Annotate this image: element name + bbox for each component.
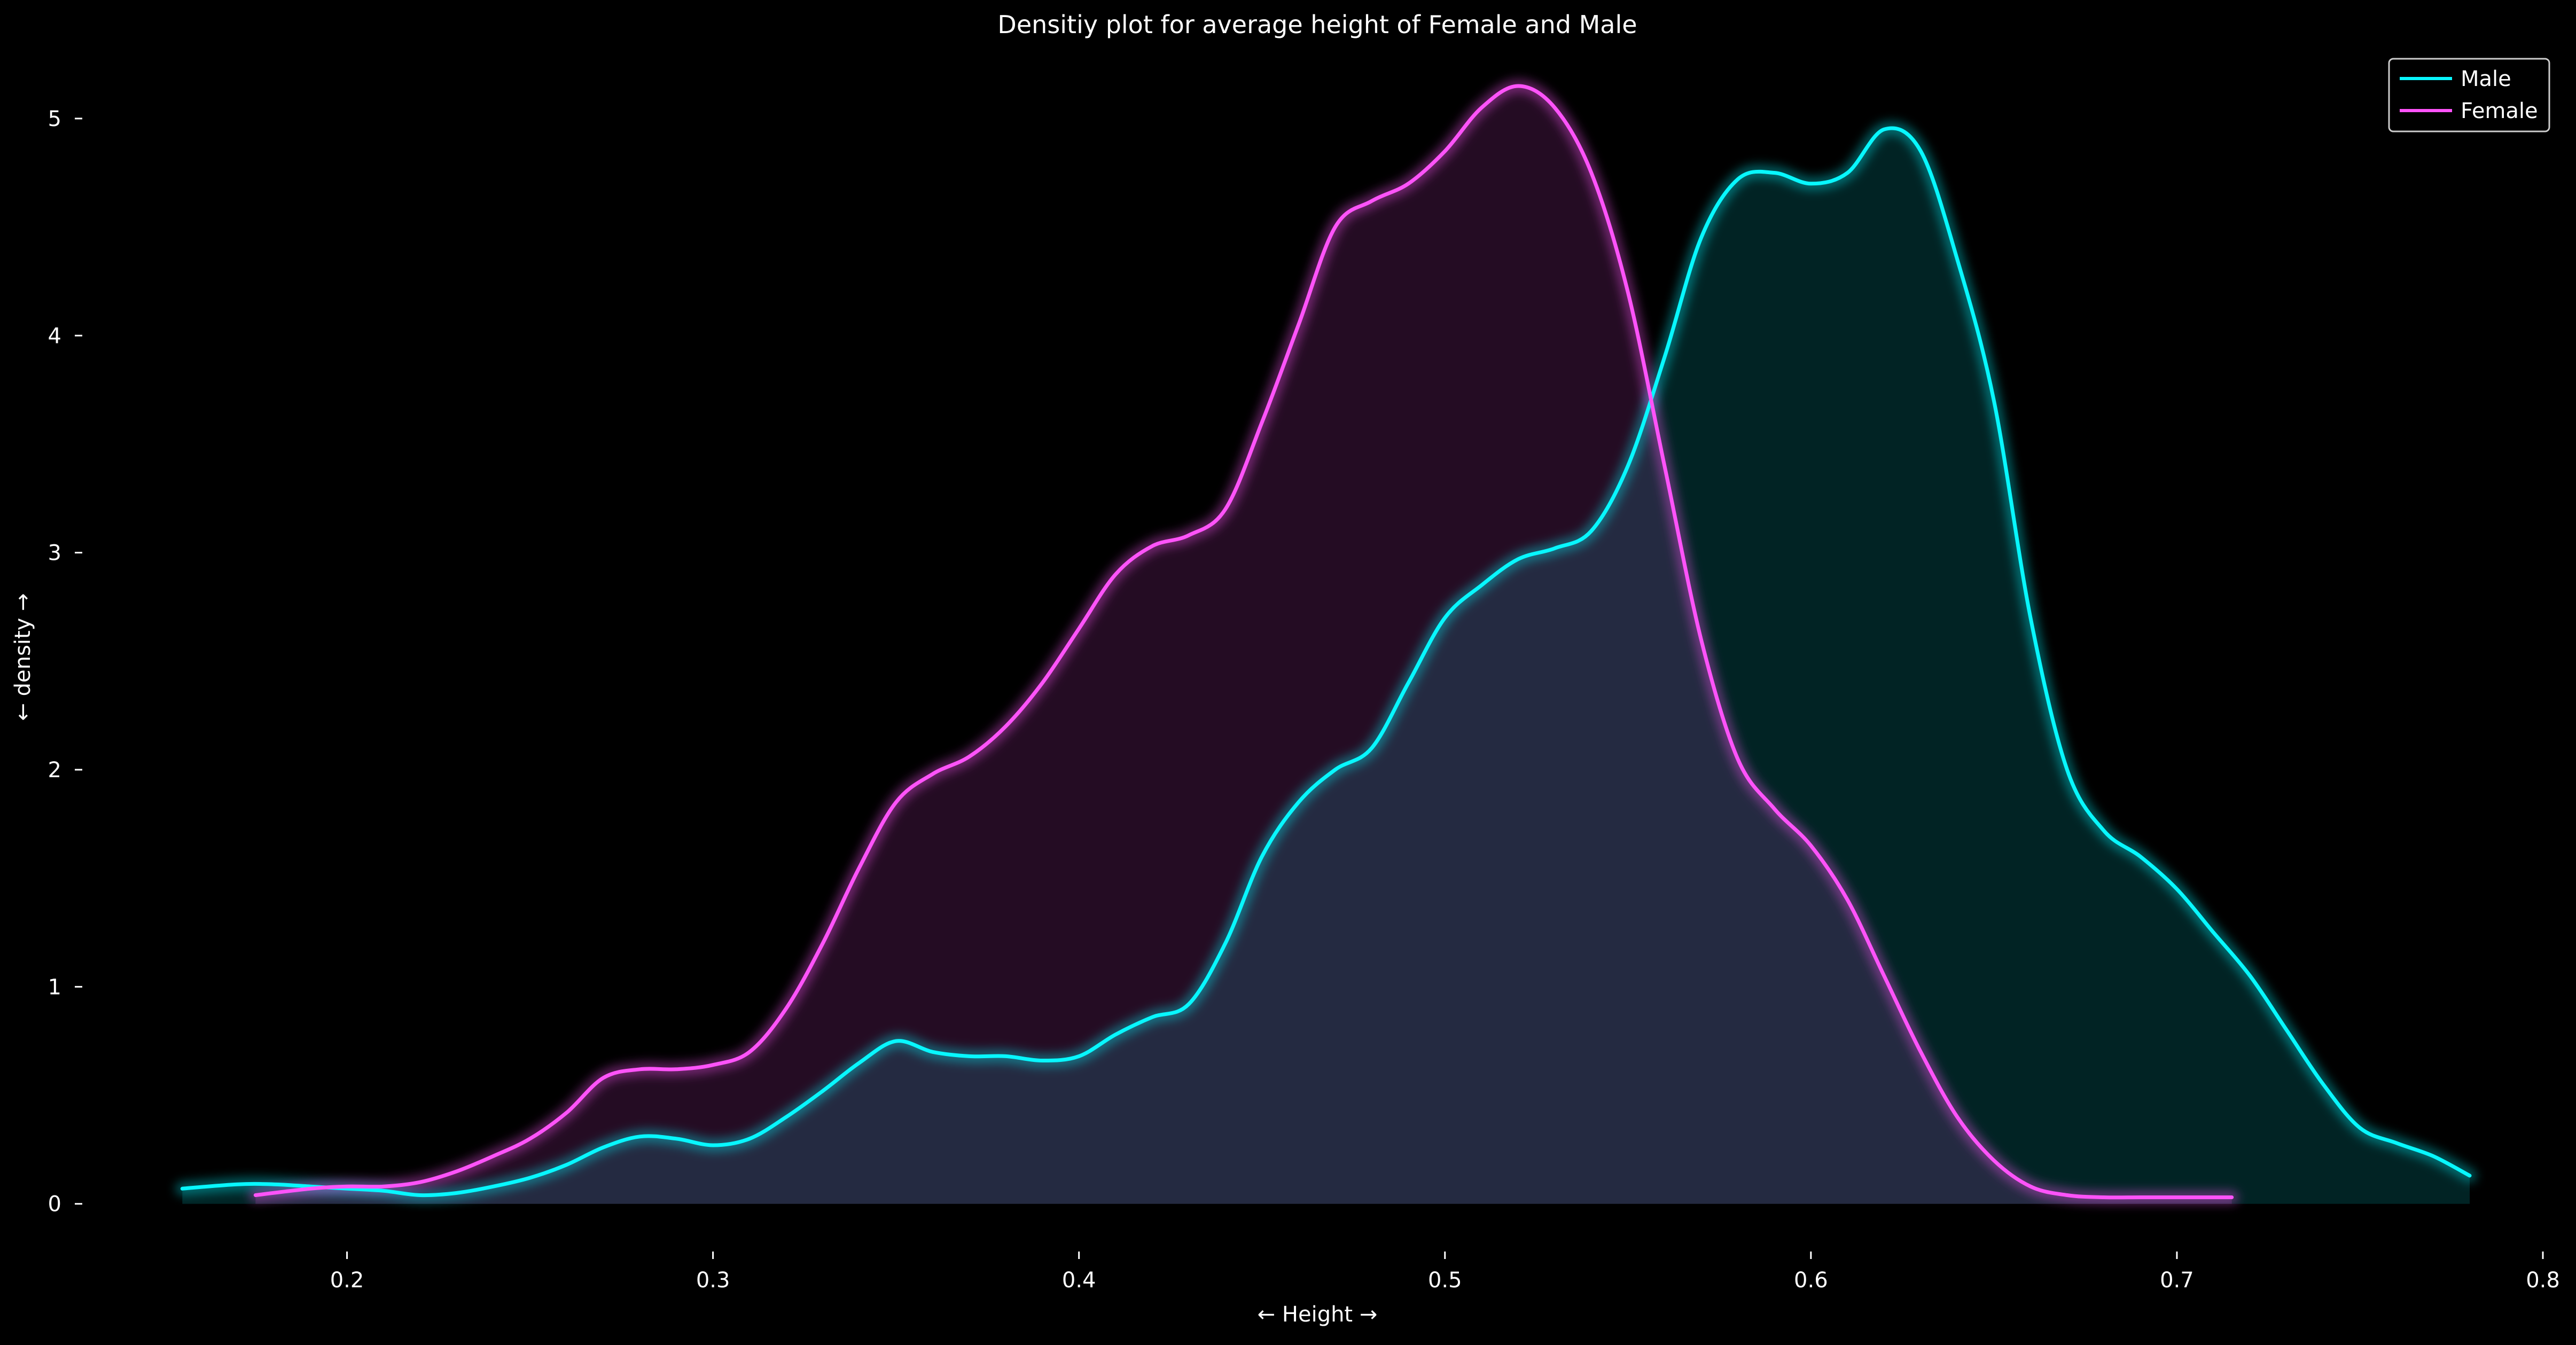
y-tick-label: 4	[48, 324, 61, 348]
chart-title: Densitiy plot for average height of Fema…	[997, 10, 1637, 39]
y-tick-label: 0	[48, 1192, 61, 1217]
y-axis-label: ← density →	[11, 593, 35, 721]
y-tick-label: 5	[48, 107, 61, 131]
x-tick-label: 0.2	[330, 1268, 364, 1293]
series-line-male	[180, 126, 2472, 1198]
y-tick-label: 3	[48, 541, 61, 566]
area-fill-male	[182, 128, 2470, 1204]
area-fills	[182, 86, 2470, 1204]
series-lines	[180, 84, 2472, 1200]
series-line-female	[253, 84, 2234, 1200]
x-tick-label: 0.8	[2526, 1268, 2560, 1293]
legend: Male Female	[2388, 58, 2550, 132]
legend-label-female: Female	[2461, 99, 2538, 123]
area-fill-female	[255, 86, 2232, 1204]
x-tick-label: 0.3	[696, 1268, 730, 1293]
x-tick-label: 0.7	[2160, 1268, 2194, 1293]
x-tick-label: 0.5	[1428, 1268, 1462, 1293]
x-axis-ticks: 0.2 0.3 0.4 0.5 0.6 0.7 0.8	[330, 1252, 2560, 1293]
x-tick-label: 0.4	[1062, 1268, 1096, 1293]
y-tick-label: 2	[48, 758, 61, 783]
y-axis-ticks: 0 1 2 3 4 5	[48, 107, 82, 1217]
y-tick-label: 1	[48, 975, 61, 999]
x-axis-label: ← Height →	[1258, 1302, 1378, 1327]
x-tick-label: 0.6	[1794, 1268, 1828, 1293]
legend-label-male: Male	[2461, 67, 2511, 91]
